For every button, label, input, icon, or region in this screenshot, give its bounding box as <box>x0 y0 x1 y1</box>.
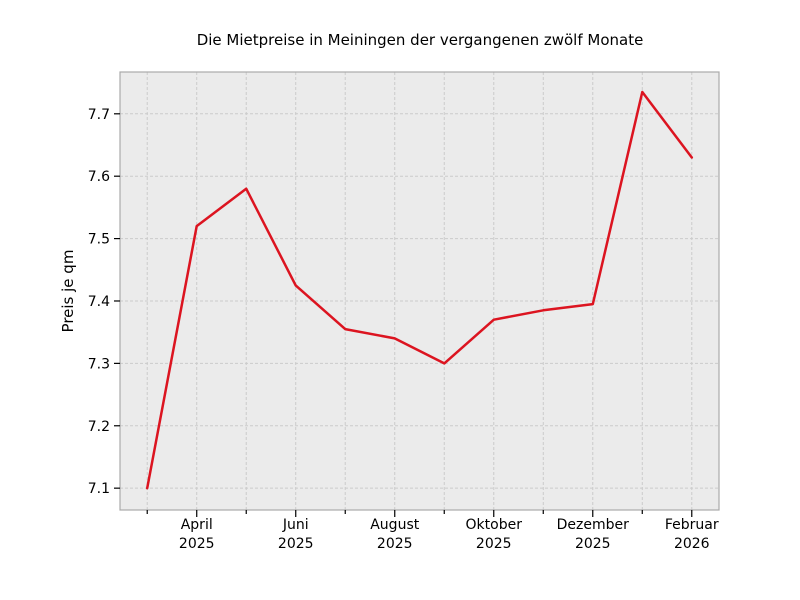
price-line <box>145 90 694 490</box>
x-tick-label-month: Februar <box>665 517 719 533</box>
x-tick-label-year: 2026 <box>674 536 710 552</box>
y-tick-label: 7.1 <box>88 481 110 497</box>
y-tick-label: 7.2 <box>88 419 110 435</box>
y-tick-label: 7.3 <box>88 356 110 372</box>
x-tick-label-year: 2025 <box>476 536 512 552</box>
y-tick-label: 7.7 <box>88 107 110 123</box>
x-tick-label-month: Oktober <box>466 517 523 533</box>
chart-title: Die Mietpreise in Meiningen der vergange… <box>196 31 644 49</box>
y-tick-label: 7.6 <box>88 169 110 185</box>
x-tick-label-month: Dezember <box>557 517 629 533</box>
x-tick-label-year: 2025 <box>575 536 611 552</box>
x-tick-label-year: 2025 <box>377 536 413 552</box>
x-tick-label-month: April <box>181 517 213 533</box>
y-tick-label: 7.5 <box>88 232 110 248</box>
plot-frame <box>119 71 720 511</box>
plot-area <box>120 72 719 510</box>
x-tick-label-month: Juni <box>282 517 309 533</box>
y-tick-label: 7.4 <box>88 294 110 310</box>
x-tick-label-year: 2025 <box>278 536 314 552</box>
x-tick-label-year: 2025 <box>179 536 215 552</box>
x-tick-label-month: August <box>370 517 420 533</box>
